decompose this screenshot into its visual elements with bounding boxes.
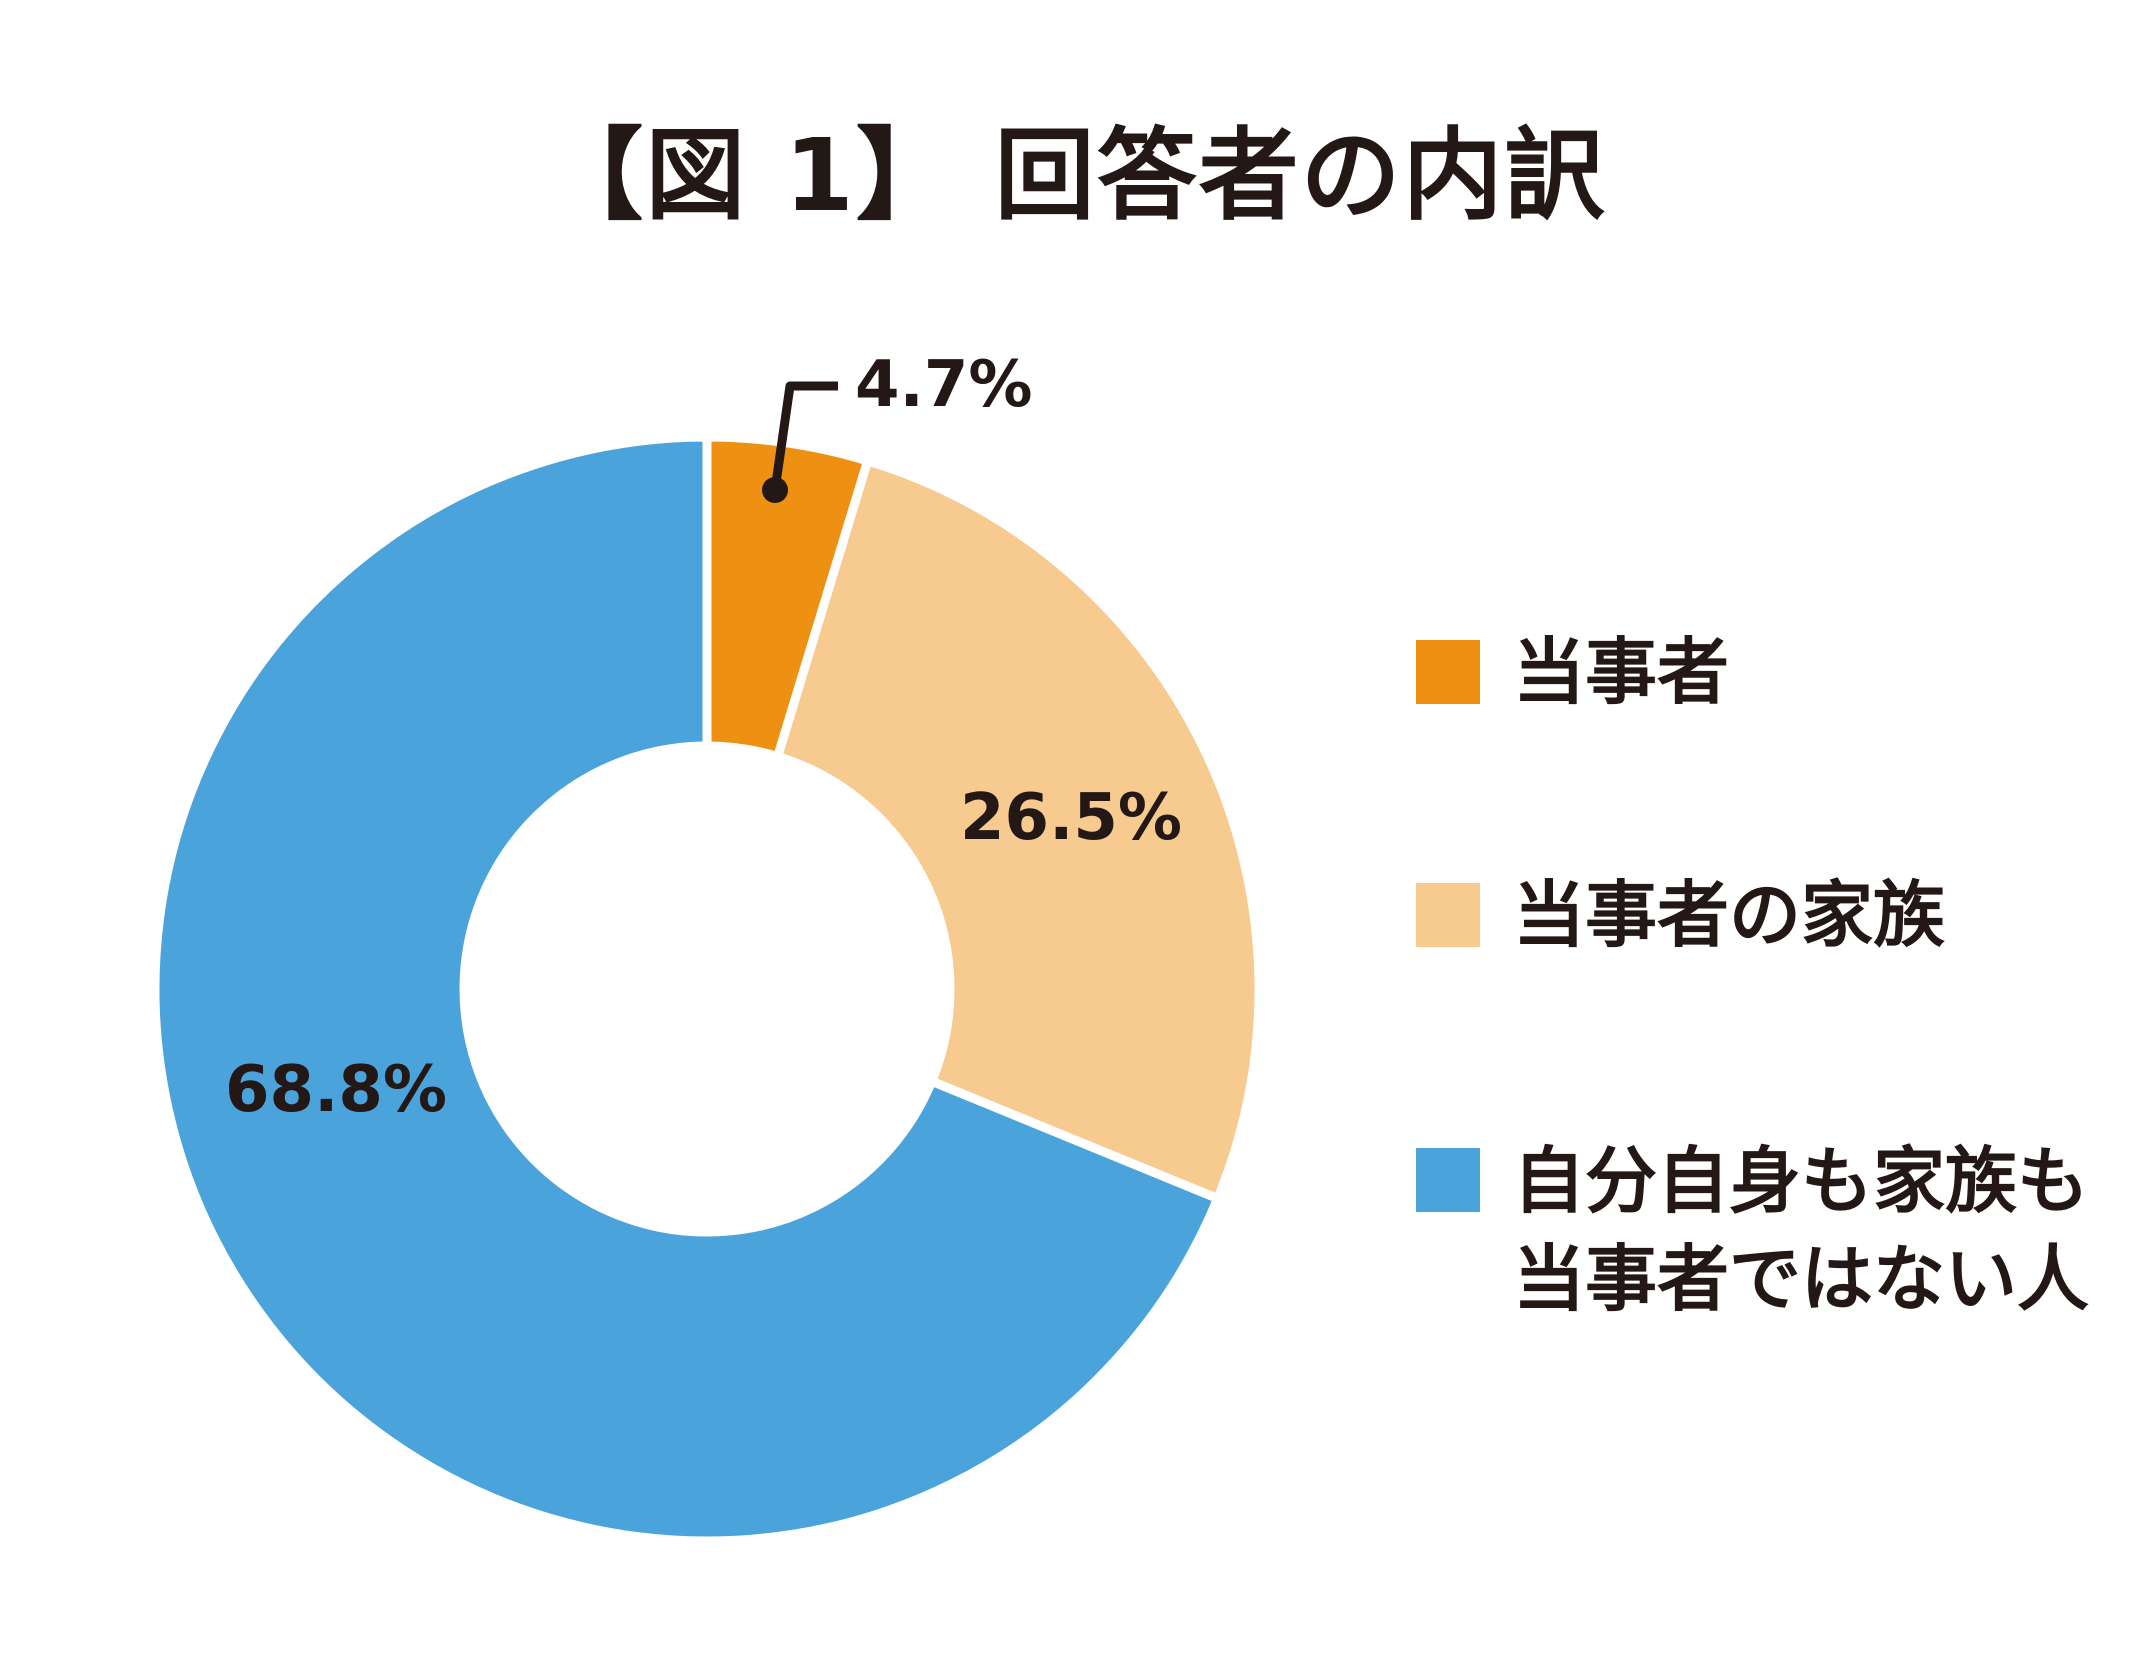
legend-item-kazoku: 当事者の家族	[1416, 873, 1946, 957]
legend-label-tojisha: 当事者	[1513, 630, 1730, 714]
legend-swatch-hitojisha	[1416, 1148, 1480, 1212]
slice-percent-label-tojisha: 4.7%	[855, 348, 1033, 422]
legend-item-hitojisha: 自分自身も家族も 当事者ではない人	[1416, 1139, 2089, 1328]
legend-swatch-tojisha	[1416, 640, 1480, 704]
legend-label-hitojisha: 自分自身も家族も 当事者ではない人	[1513, 1132, 2089, 1328]
chart-title: 【図 1】 回答者の内訳	[543, 117, 1607, 234]
donut-slice-2	[150, 432, 1224, 1546]
slice-percent-label-hitojisha: 68.8%	[225, 1053, 448, 1127]
legend-item-tojisha: 当事者	[1416, 630, 1730, 714]
callout-dot	[762, 477, 788, 503]
slice-percent-label-kazoku: 26.5%	[960, 781, 1183, 855]
legend-label-hitojisha-line1: 自分自身も家族も	[1513, 1139, 2090, 1223]
callout-leader-line	[770, 381, 838, 491]
legend-label-kazoku: 当事者の家族	[1513, 873, 1946, 957]
donut-slice-1	[772, 455, 1264, 1205]
legend-swatch-kazoku	[1416, 883, 1480, 947]
legend-label-hitojisha-line2: 当事者ではない人	[1513, 1237, 2090, 1321]
